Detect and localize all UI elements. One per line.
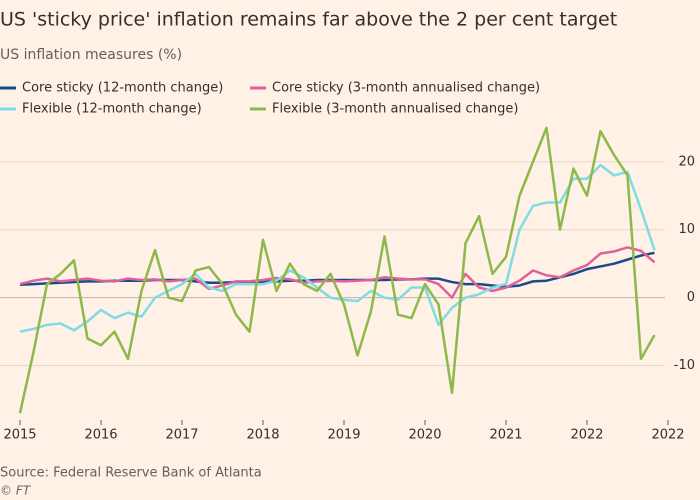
x-tick-label: 2020: [408, 428, 441, 443]
legend-label: Flexible (3-month annualised change): [272, 102, 518, 117]
y-tick-label: -10: [674, 358, 695, 373]
x-tick-label: 2015: [3, 428, 36, 443]
series-line: [19, 246, 656, 299]
credit: © FT: [0, 484, 32, 498]
x-tick-label: 2017: [165, 428, 198, 443]
legend-label: Core sticky (12-month change): [22, 81, 223, 96]
series-line: [19, 163, 656, 333]
source: Source: Federal Reserve Bank of Atlanta: [0, 466, 262, 481]
x-tick-label: 2022: [570, 428, 603, 443]
legend-label: Flexible (12-month change): [22, 102, 202, 117]
y-tick-label: 20: [678, 154, 695, 169]
series-line: [18, 126, 656, 414]
legend-label: Core sticky (3-month annualised change): [272, 81, 540, 96]
x-tick-label: 2021: [489, 428, 522, 443]
x-tick-label: 2018: [246, 428, 279, 443]
chart-subtitle: US inflation measures (%): [0, 47, 182, 63]
x-tick-label: 2016: [84, 428, 117, 443]
x-tick-label: 2022: [651, 428, 684, 443]
x-tick-label: 2019: [327, 428, 360, 443]
y-tick-label: 10: [678, 222, 695, 237]
y-tick-label: 0: [687, 290, 695, 305]
chart-title: US 'sticky price' inflation remains far …: [0, 9, 617, 31]
